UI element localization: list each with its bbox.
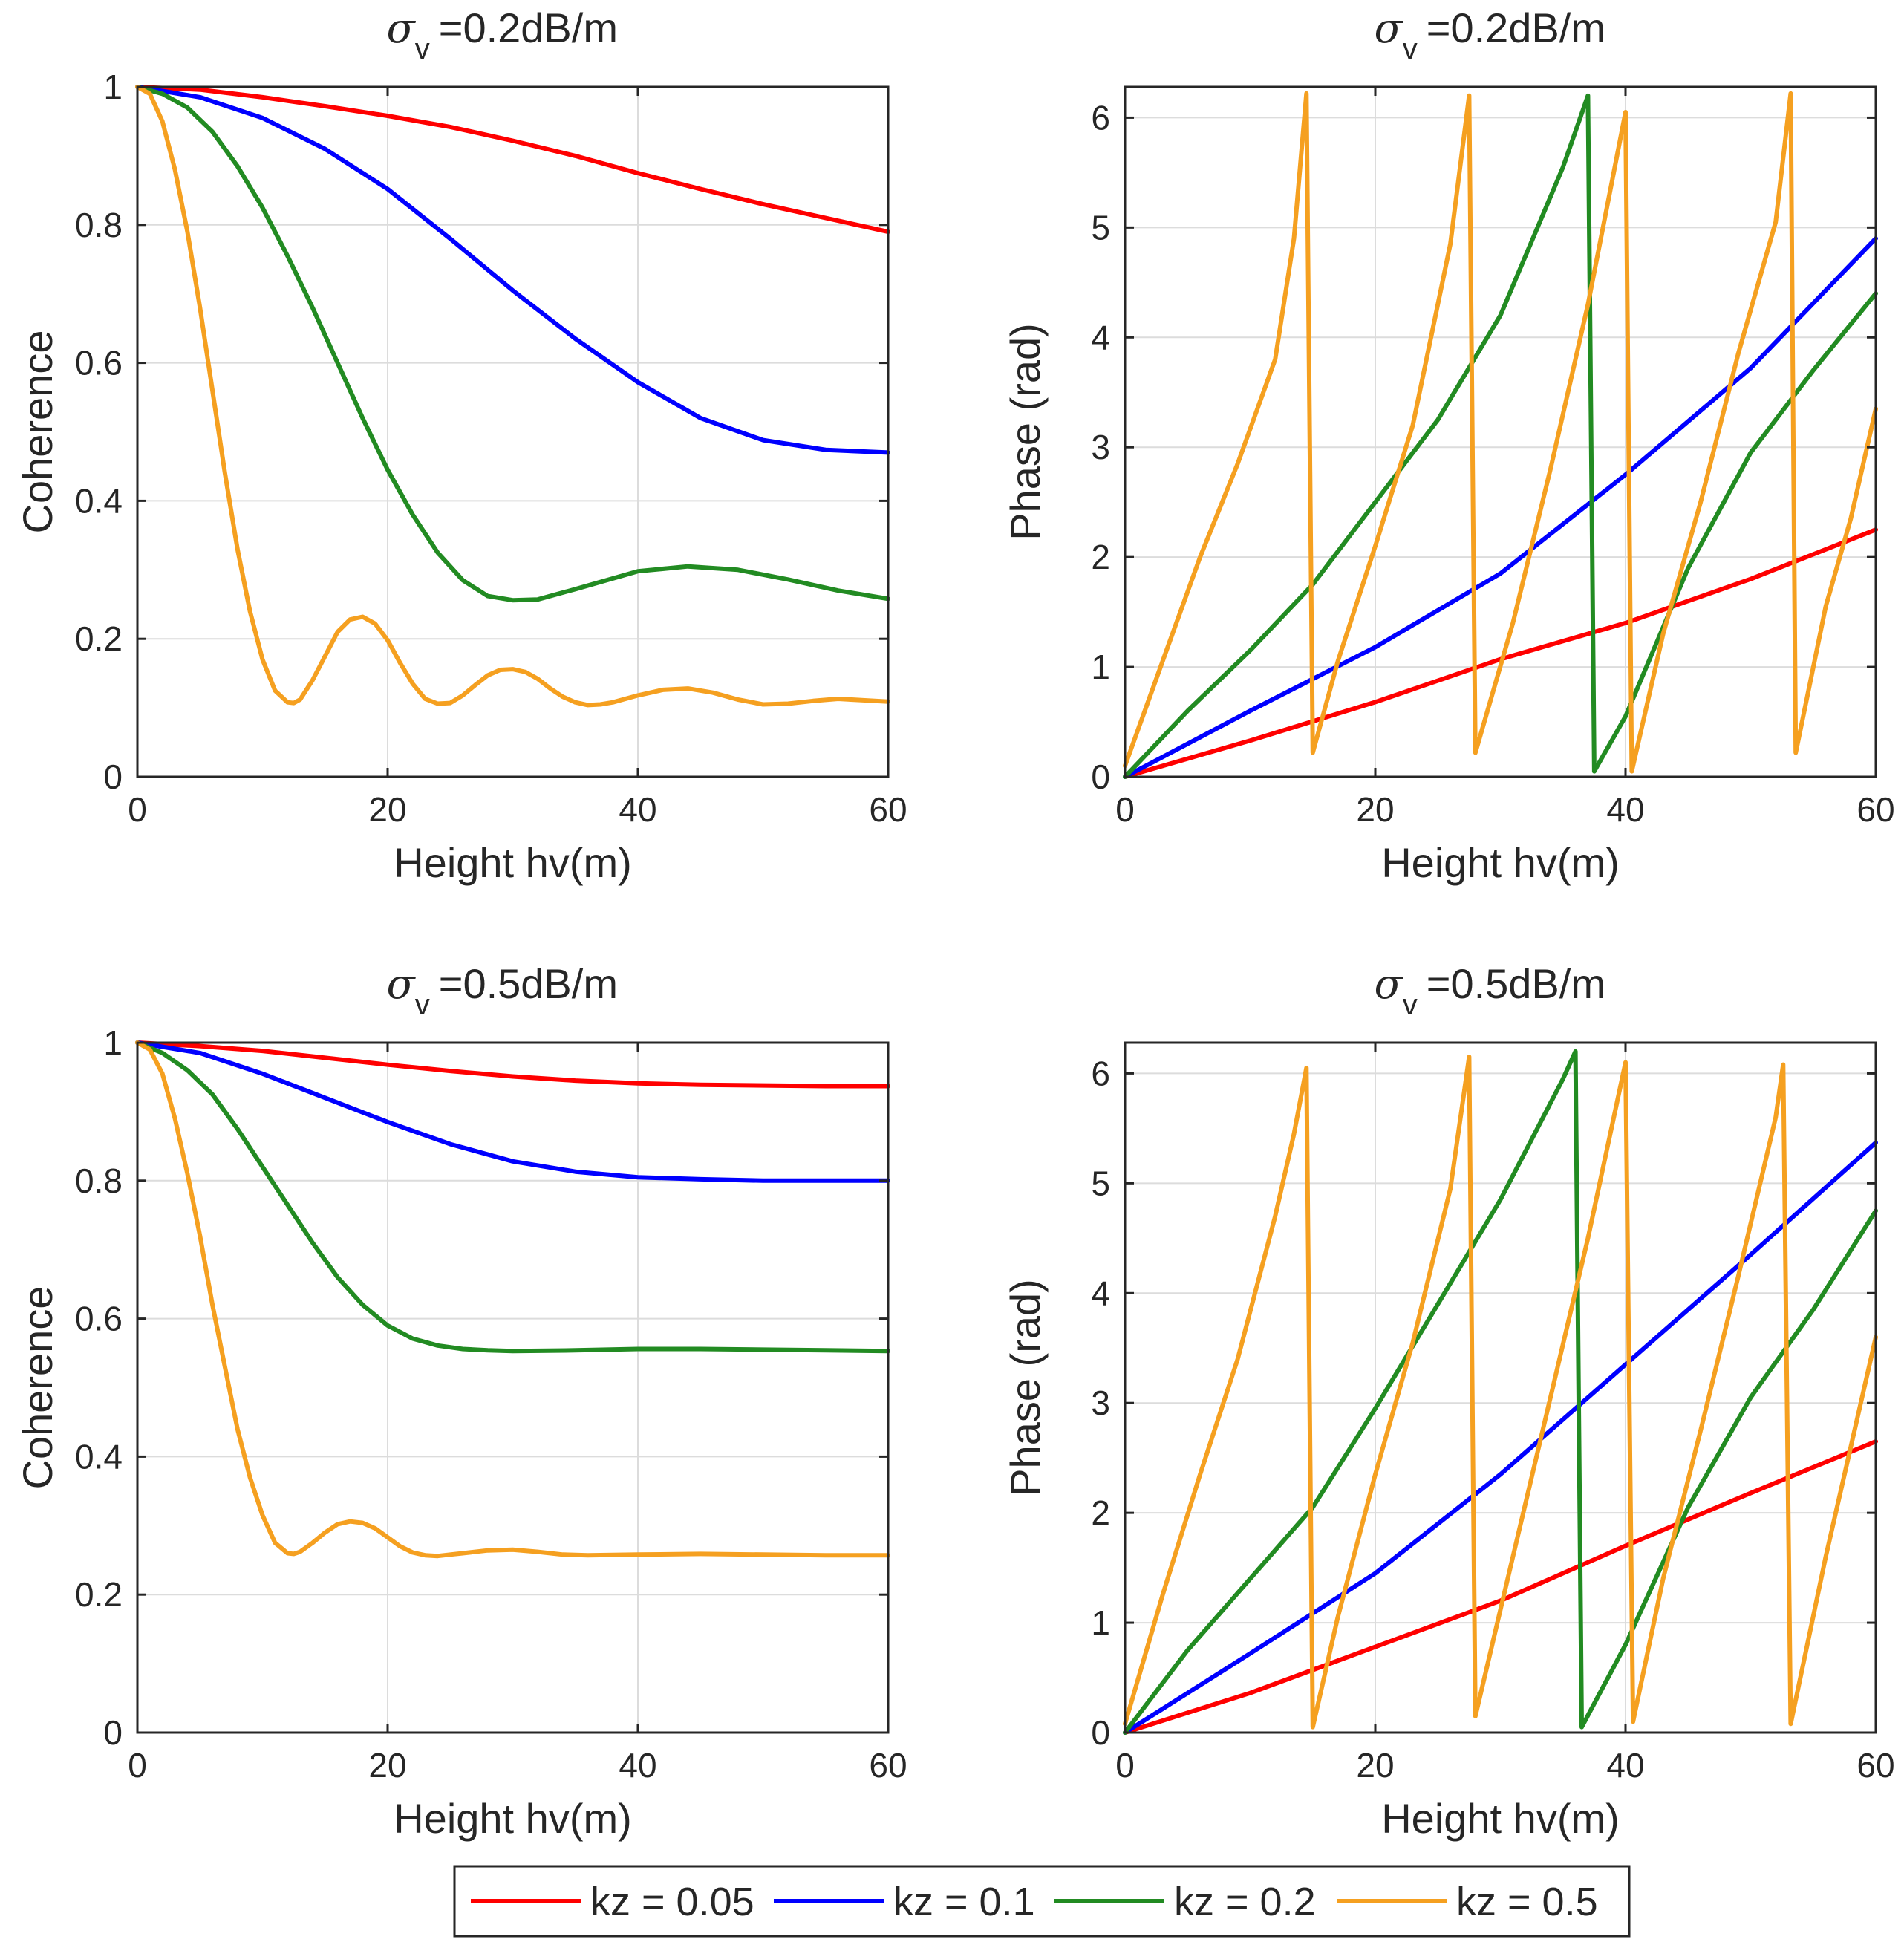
x-tick-label: 40 xyxy=(1606,790,1644,829)
title-text: =0.2dB/m xyxy=(1427,4,1605,51)
series-line-kz0p2 xyxy=(135,1040,890,1354)
title-subscript: v xyxy=(1403,33,1418,65)
y-tick-label: 0 xyxy=(103,757,123,796)
x-tick-label: 60 xyxy=(869,1746,907,1785)
title-subscript: v xyxy=(415,33,430,65)
y-tick-label: 1 xyxy=(103,68,123,106)
legend-label-0: kz = 0.05 xyxy=(590,1880,754,1924)
y-tick-label: 0.4 xyxy=(75,481,123,520)
legend-label-2: kz = 0.2 xyxy=(1174,1880,1316,1924)
x-tick-label: 20 xyxy=(1356,1746,1394,1785)
series-line-kz0p1 xyxy=(1123,236,1878,779)
title-subscript: v xyxy=(415,988,430,1021)
axes-frame xyxy=(136,85,890,778)
x-axis-label: Height hv(m) xyxy=(394,839,632,886)
y-tick-label: 5 xyxy=(1091,1164,1110,1202)
y-axis-label: Phase (rad) xyxy=(1002,323,1049,541)
series-line-kz0p2 xyxy=(1123,93,1878,779)
series-line-kz0p2 xyxy=(135,85,890,603)
series-line-kz0p5 xyxy=(135,85,890,708)
y-tick-label: 1 xyxy=(1091,648,1110,686)
chart-title: σv =0.5dB/m xyxy=(1375,960,1606,1021)
y-tick-label: 0 xyxy=(103,1713,123,1752)
plot-area xyxy=(137,1043,888,1733)
series-line-kz0p1 xyxy=(1123,1140,1878,1735)
chart-title: σv =0.2dB/m xyxy=(387,4,619,65)
series-line-kz0p05 xyxy=(135,1040,890,1089)
series-line-kz0p5 xyxy=(1123,91,1878,774)
chart-title: σv =0.2dB/m xyxy=(1375,4,1606,65)
y-tick-label: 4 xyxy=(1091,318,1110,356)
y-tick-label: 2 xyxy=(1091,538,1110,576)
chart-title: σv =0.5dB/m xyxy=(387,960,619,1021)
title-symbol: σ xyxy=(387,4,417,53)
title-text: =0.5dB/m xyxy=(1427,960,1605,1007)
series-line-kz0p1 xyxy=(135,85,890,455)
y-tick-label: 0.6 xyxy=(75,1300,123,1338)
series-line-kz0p1 xyxy=(135,1040,890,1183)
y-tick-label: 0 xyxy=(1091,757,1110,796)
x-tick-label: 60 xyxy=(1856,790,1894,829)
y-tick-label: 0.2 xyxy=(75,619,123,658)
x-tick-label: 40 xyxy=(619,1746,656,1785)
axes-frame xyxy=(1124,1041,1877,1734)
x-tick-label: 20 xyxy=(1356,790,1394,829)
chart-phase_05: 0 20 40 60 0 1 2 3 4 5 6 Height hv(m) Phase (rad) σv =… xyxy=(1002,960,1895,1842)
legend-label-3: kz = 0.5 xyxy=(1456,1880,1598,1924)
title-symbol: σ xyxy=(1375,4,1404,53)
y-tick-label: 6 xyxy=(1091,1054,1110,1092)
x-tick-label: 20 xyxy=(368,790,406,829)
y-tick-label: 1 xyxy=(103,1023,123,1062)
title-subscript: v xyxy=(1403,988,1418,1021)
x-axis-label: Height hv(m) xyxy=(394,1795,632,1842)
series-line-kz0p5 xyxy=(135,1040,890,1559)
y-axis-label: Coherence xyxy=(14,1286,61,1490)
x-tick-label: 40 xyxy=(1606,1746,1644,1785)
x-tick-label: 60 xyxy=(1856,1746,1894,1785)
y-tick-label: 0 xyxy=(1091,1713,1110,1752)
title-symbol: σ xyxy=(387,960,417,1009)
axes-frame xyxy=(1124,85,1877,778)
plot-area xyxy=(1125,1043,1876,1733)
series-line-kz0p5 xyxy=(1123,1055,1878,1730)
y-tick-label: 4 xyxy=(1091,1274,1110,1312)
y-tick-label: 3 xyxy=(1091,1384,1110,1422)
y-tick-label: 0.4 xyxy=(75,1437,123,1476)
title-text: =0.5dB/m xyxy=(439,960,618,1007)
y-axis-label: Coherence xyxy=(14,330,61,534)
x-tick-label: 0 xyxy=(1115,1746,1135,1785)
chart-coh_02: 0 20 40 60 0 0.2 0.4 0.6 0.8 1 Height hv(m) Coheren… xyxy=(14,4,907,886)
x-tick-label: 0 xyxy=(1115,790,1135,829)
y-tick-label: 0.8 xyxy=(75,1161,123,1200)
y-tick-label: 1 xyxy=(1091,1603,1110,1642)
x-axis-label: Height hv(m) xyxy=(1381,1795,1620,1842)
y-tick-label: 6 xyxy=(1091,98,1110,137)
legend: kz = 0.05 kz = 0.1 kz = 0.2 kz = 0.5 xyxy=(453,1865,1631,1938)
series-line-kz0p05 xyxy=(135,85,890,235)
y-tick-label: 0.2 xyxy=(75,1575,123,1614)
y-tick-label: 2 xyxy=(1091,1493,1110,1532)
x-tick-label: 0 xyxy=(128,1746,147,1785)
y-tick-label: 0.8 xyxy=(75,206,123,244)
title-symbol: σ xyxy=(1375,960,1404,1009)
x-tick-label: 40 xyxy=(619,790,656,829)
x-tick-label: 0 xyxy=(128,790,147,829)
y-tick-label: 0.6 xyxy=(75,344,123,382)
y-tick-label: 3 xyxy=(1091,428,1110,466)
axes-frame xyxy=(136,1041,890,1734)
chart-coh_05: 0 20 40 60 0 0.2 0.4 0.6 0.8 1 Height hv(m) Coheren… xyxy=(14,960,907,1842)
x-tick-label: 20 xyxy=(368,1746,406,1785)
y-tick-label: 5 xyxy=(1091,208,1110,247)
title-text: =0.2dB/m xyxy=(439,4,618,51)
y-axis-label: Phase (rad) xyxy=(1002,1279,1049,1496)
legend-label-1: kz = 0.1 xyxy=(893,1880,1035,1924)
x-axis-label: Height hv(m) xyxy=(1381,839,1620,886)
chart-phase_02: 0 20 40 60 0 1 2 3 4 5 6 Height hv(m) Phase (rad) σv =… xyxy=(1002,4,1895,886)
x-tick-label: 60 xyxy=(869,790,907,829)
series-line-kz0p2 xyxy=(1123,1049,1878,1735)
